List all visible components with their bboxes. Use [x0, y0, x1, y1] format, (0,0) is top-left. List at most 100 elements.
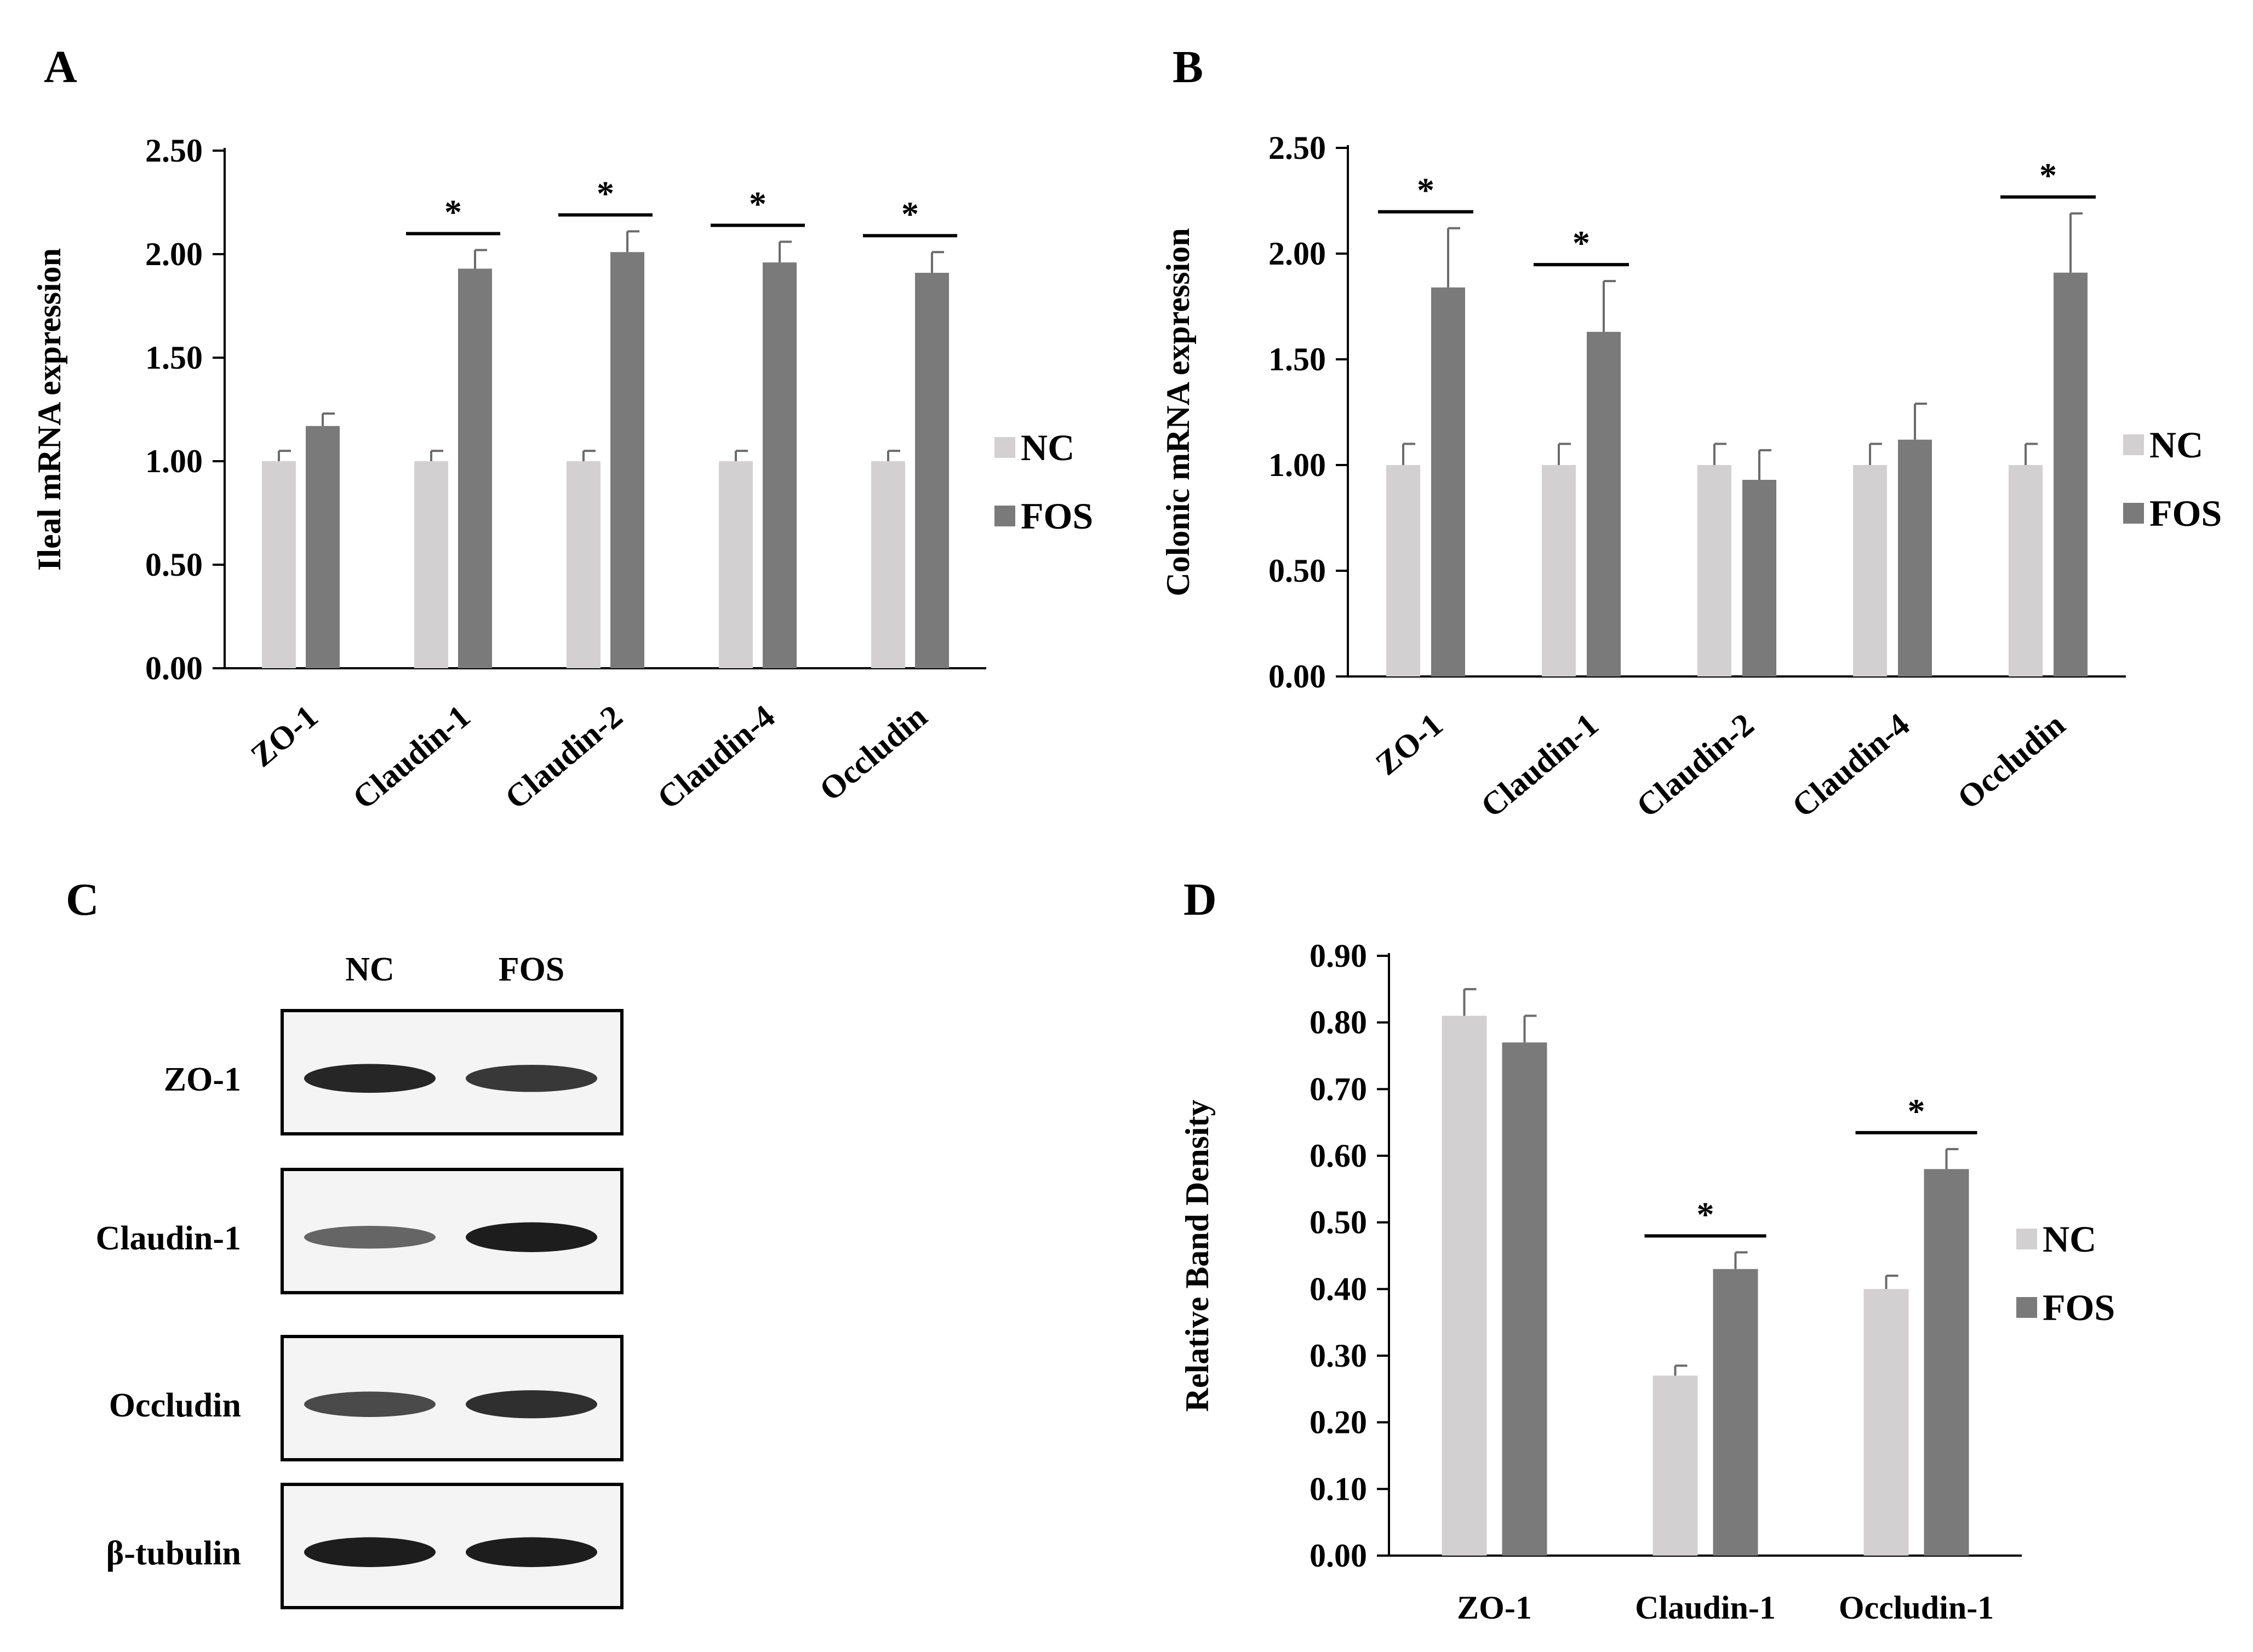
bar-fos: [2054, 272, 2088, 676]
panel-letter-b: B: [1173, 42, 1203, 93]
category-label: Claudin-4: [650, 698, 781, 816]
legend-label-nc: NC: [2149, 424, 2203, 466]
bar-nc: [1697, 465, 1731, 676]
y-tick-label: 2.00: [145, 236, 203, 272]
chart-ileal-mrna: 0.00 0.50 1.00 1.50 2.00 2.50 Ileal mRNA expre…: [31, 133, 1093, 816]
legend-swatch-fos: [2016, 1297, 2037, 1318]
significance-star: *: [1572, 223, 1590, 262]
bar-fos: [458, 268, 492, 669]
y-tick-label: 0.70: [1310, 1071, 1367, 1107]
bar-nc: [1863, 1289, 1909, 1556]
blot-row-label: Occludin: [109, 1387, 241, 1424]
category-label: Occludin: [813, 698, 934, 808]
chart-relative-band-density: 0.00 0.10 0.20 0.30 0.40 0.50 0.60 0.70 0.80 0.90…: [1179, 938, 2115, 1626]
legend-swatch-nc: [2016, 1229, 2037, 1249]
legend-label-fos: FOS: [1021, 495, 1093, 537]
western-blot: NC FOS ZO-1 Claudin-1 Occludin β-tubulin: [96, 951, 624, 1609]
y-tick-label: 0.60: [1310, 1138, 1367, 1174]
bar-fos: [1502, 1042, 1547, 1556]
category-label: ZO-1: [244, 698, 324, 773]
y-tick-label: 0.80: [1310, 1005, 1367, 1041]
category-label: ZO-1: [1457, 1590, 1532, 1626]
legend-label-fos: FOS: [2149, 492, 2222, 534]
y-tick-label: 2.00: [1268, 236, 1326, 272]
y-tick-label: 0.50: [1310, 1204, 1367, 1241]
blot-band: [304, 1064, 436, 1093]
significance-star: *: [444, 192, 462, 231]
blot-row-label: Claudin-1: [96, 1220, 241, 1257]
y-tick-label: 2.50: [1268, 130, 1326, 166]
category-label: Claudin-1: [1474, 706, 1605, 824]
y-tick-label: 0.50: [1268, 553, 1326, 589]
bar-fos: [1742, 480, 1776, 676]
blot-band: [304, 1225, 436, 1249]
category-label: ZO-1: [1369, 706, 1449, 782]
blot-band: [466, 1390, 597, 1419]
y-axis-label: Relative Band Density: [1179, 1100, 1215, 1412]
y-tick-label: 0.50: [145, 547, 203, 583]
panel-letter-a: A: [44, 42, 77, 93]
y-tick-label: 0.20: [1310, 1404, 1367, 1441]
bar-fos: [1431, 287, 1465, 676]
blot-band: [466, 1222, 597, 1252]
bar-nc: [1442, 1016, 1487, 1556]
bar-fos: [1924, 1169, 1969, 1556]
blot-row-label: β-tubulin: [106, 1535, 241, 1572]
blot-band: [466, 1537, 597, 1567]
panel-letter-c: C: [66, 874, 99, 925]
bar-fos: [1713, 1269, 1758, 1556]
bar-nc: [1542, 465, 1576, 676]
bar-fos: [1898, 439, 1932, 676]
bar-nc: [1853, 465, 1887, 676]
bar-nc: [262, 461, 296, 668]
y-tick-label: 0.10: [1310, 1471, 1367, 1507]
legend-swatch-nc: [994, 437, 1015, 458]
legend-label-nc: NC: [1021, 427, 1074, 468]
legend-swatch-nc: [2123, 434, 2144, 455]
y-tick-label: 0.30: [1310, 1338, 1367, 1374]
category-label: Claudin-2: [498, 698, 629, 816]
bar-fos: [1587, 331, 1621, 676]
bar-fos: [306, 426, 340, 668]
significance-star: *: [1697, 1195, 1714, 1234]
y-axis-label: Colonic mRNA expression: [1160, 228, 1196, 596]
y-tick-label: 0.40: [1310, 1271, 1367, 1307]
category-label: Occludin: [1951, 706, 2072, 816]
y-tick-label: 1.00: [1268, 447, 1326, 483]
category-label: Claudin-1: [1635, 1590, 1776, 1626]
y-tick-label: 0.90: [1310, 938, 1367, 974]
significance-star: *: [749, 184, 767, 223]
y-tick-label: 0.00: [1268, 658, 1326, 695]
bar-nc: [871, 461, 905, 668]
chart-colonic-mrna: 0.00 0.50 1.00 1.50 2.00 2.50 Colonic mRNA exp…: [1160, 130, 2222, 824]
blot-band: [304, 1391, 436, 1417]
legend-label-fos: FOS: [2043, 1287, 2115, 1328]
bar-nc: [1386, 465, 1420, 676]
significance-star: *: [901, 194, 919, 233]
significance-star: *: [1417, 171, 1434, 210]
y-tick-label: 2.50: [145, 133, 203, 169]
category-label: Claudin-1: [346, 698, 477, 816]
bar-fos: [610, 252, 644, 669]
blot-row-label: ZO-1: [164, 1061, 241, 1098]
y-tick-label: 1.50: [145, 340, 203, 376]
bar-nc: [1652, 1375, 1698, 1556]
y-tick-label: 0.00: [1310, 1538, 1367, 1574]
bar-nc: [414, 461, 448, 668]
blot-band: [304, 1537, 436, 1567]
lane-label: NC: [345, 951, 394, 988]
bar-nc: [719, 461, 753, 668]
panel-letter-d: D: [1183, 874, 1217, 925]
bar-nc: [2009, 465, 2043, 676]
y-tick-label: 1.00: [145, 443, 203, 479]
legend-label-nc: NC: [2043, 1218, 2096, 1260]
significance-star: *: [1908, 1092, 1925, 1131]
category-label: Claudin-2: [1629, 706, 1760, 824]
lane-label: FOS: [499, 951, 565, 988]
significance-star: *: [597, 174, 614, 213]
blot-band: [466, 1064, 597, 1092]
y-tick-label: 0.00: [145, 650, 203, 686]
legend-swatch-fos: [994, 506, 1015, 526]
legend-swatch-fos: [2123, 503, 2144, 524]
